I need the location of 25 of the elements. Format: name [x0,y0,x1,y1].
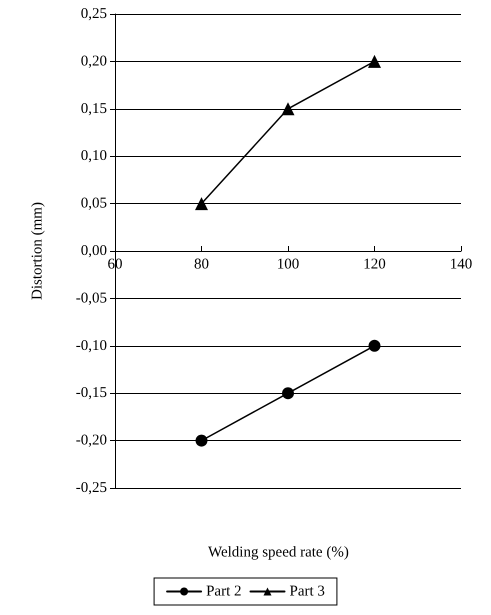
y-tick-label: -0,25 [76,480,107,496]
y-tick-label: -0,10 [76,338,107,354]
y-tick-label: 0,25 [80,6,107,22]
x-tick-label: 80 [194,256,209,272]
point [368,340,380,352]
point [282,387,294,400]
y-tick-label: 0,05 [80,196,107,212]
x-tick-label: 100 [276,256,300,272]
x-axis-title: Welding speed rate (%) [208,544,349,560]
x-tick-label: 120 [363,256,386,272]
point [196,434,208,447]
point [368,54,381,68]
y-axis-title: Distortion (mm) [30,202,46,300]
y-tick-label: 0,20 [80,53,107,70]
y-tick-label: 0,10 [80,148,107,164]
legend-label: Part 2 [206,584,242,600]
point [282,102,294,116]
y-tick-label: 0,00 [80,243,107,259]
point [195,197,208,210]
y-tick-label: 0,15 [80,100,107,117]
y-tick-label: -0,15 [76,385,107,402]
x-tick-label: 140 [450,256,472,272]
y-tick-label: -0,05 [76,290,107,306]
y-tick-label: -0,20 [76,432,107,449]
legend-label: Part 3 [290,584,325,600]
